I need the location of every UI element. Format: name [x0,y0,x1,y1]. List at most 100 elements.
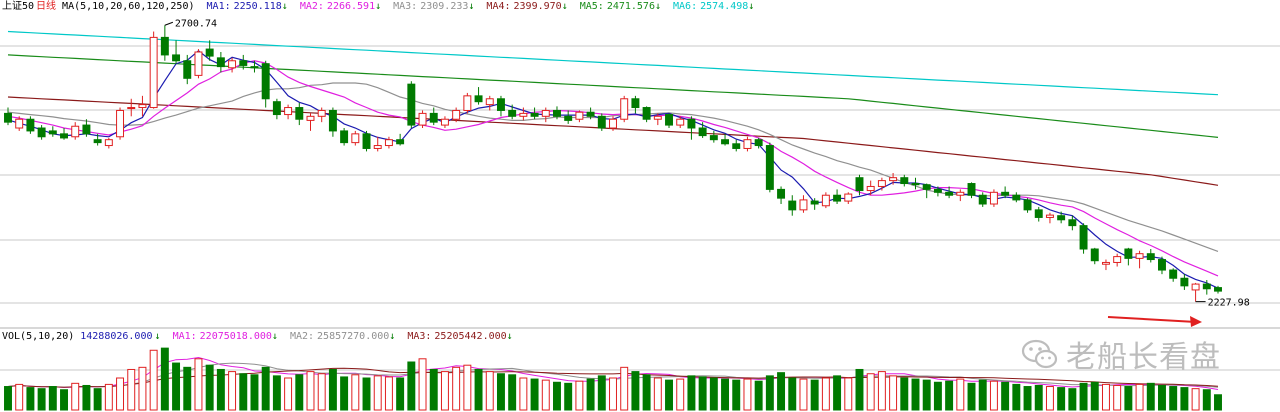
volume-bar [1057,387,1066,411]
low-price-label: 2227.98 [1208,298,1250,309]
candle-up [844,193,853,202]
volume-bar [866,373,875,411]
candle-down [1012,194,1021,201]
volume-bar [351,374,360,411]
ma-value: 2250.118 [233,1,282,12]
volume-bar [541,379,550,411]
volume-bar [609,377,617,411]
candle-up [127,107,136,110]
candle-down [1158,259,1166,271]
candle-down [900,177,909,185]
candle-down [37,127,46,138]
candle-up [317,109,326,117]
volume-bar [60,389,68,411]
down-arrow-icon: ↓ [389,331,396,342]
candle-down [93,139,102,144]
volume-bar [216,368,225,411]
volume-bar [586,378,595,411]
candle-down [1001,191,1010,196]
candle-up [866,185,875,192]
volume-bar [37,388,46,411]
candle-down [732,143,741,149]
ma-value: 2471.576 [606,1,655,12]
volume-bar [440,371,449,411]
candle-down [328,109,337,132]
volume-bar [777,372,786,411]
candle-down [205,48,214,57]
volume-bar [821,377,830,411]
candle-down [272,101,281,116]
candle-up [149,36,158,109]
volume-bar [317,373,326,411]
candle-down [945,191,954,196]
volume-bar [564,382,573,411]
volume-bar [295,374,304,411]
candle-down [597,115,606,129]
candle-down [1090,248,1099,262]
volume-bar [93,388,102,411]
candle-up [1045,214,1054,218]
volume-bar [373,375,382,411]
candle-down [788,200,797,211]
volume-bar [1012,383,1021,411]
candle-down [698,127,707,137]
candle-down [911,183,920,186]
candle-up [519,112,528,117]
volume-bar [407,361,416,411]
candle-up [15,118,24,129]
candle-down [1034,209,1043,218]
candle-down [754,139,763,147]
volume-bar [463,364,472,411]
volume-bar [1202,389,1211,411]
volume-bars [4,347,1222,411]
volume-bar [328,368,337,411]
volume-bar [474,368,483,411]
volume-bar [799,378,808,411]
volume-bar [631,371,640,411]
candle-down [239,60,248,66]
candle-down [721,139,730,145]
candle-down [295,107,304,120]
ma-label: MA1: [206,1,231,12]
candle-up [799,199,808,211]
watermark-text: 老船长看盘 [1066,340,1221,375]
candle-up [485,98,494,106]
volume-bar [396,377,405,411]
candle-up [373,145,382,149]
volume-bar [945,380,954,411]
vol-arrow: ↓ [154,331,161,342]
volume-bar [1001,381,1010,411]
candle-down [183,60,192,79]
volume-bar [911,378,920,411]
candle-down [1180,277,1189,287]
candle-down [564,115,573,121]
volume-bar [508,374,517,411]
volume-bar [709,377,718,411]
candle-down [160,36,169,56]
volume-bar [1101,383,1110,411]
candle-down [709,135,718,141]
volume-bar [721,378,730,411]
candle-down [631,98,640,109]
candle-down [833,194,842,202]
volume-bar [261,366,270,411]
volume-bar [575,380,584,411]
volume-bar [1079,382,1088,411]
candle-down [407,83,416,126]
candle-down [553,109,561,117]
candle-up [452,109,461,120]
candle-down [1202,283,1211,290]
volume-bar [71,382,80,411]
candle-up [1135,253,1144,259]
candle-up [306,115,315,121]
volume-bar [653,377,662,411]
candle-up [609,118,617,129]
volume-bar [183,366,192,411]
volume-bar [665,379,673,411]
candle-down [216,57,225,68]
candle-up [1101,261,1110,265]
volume-bar [149,349,158,411]
candle-up [284,107,293,116]
candle-down [1124,248,1133,259]
